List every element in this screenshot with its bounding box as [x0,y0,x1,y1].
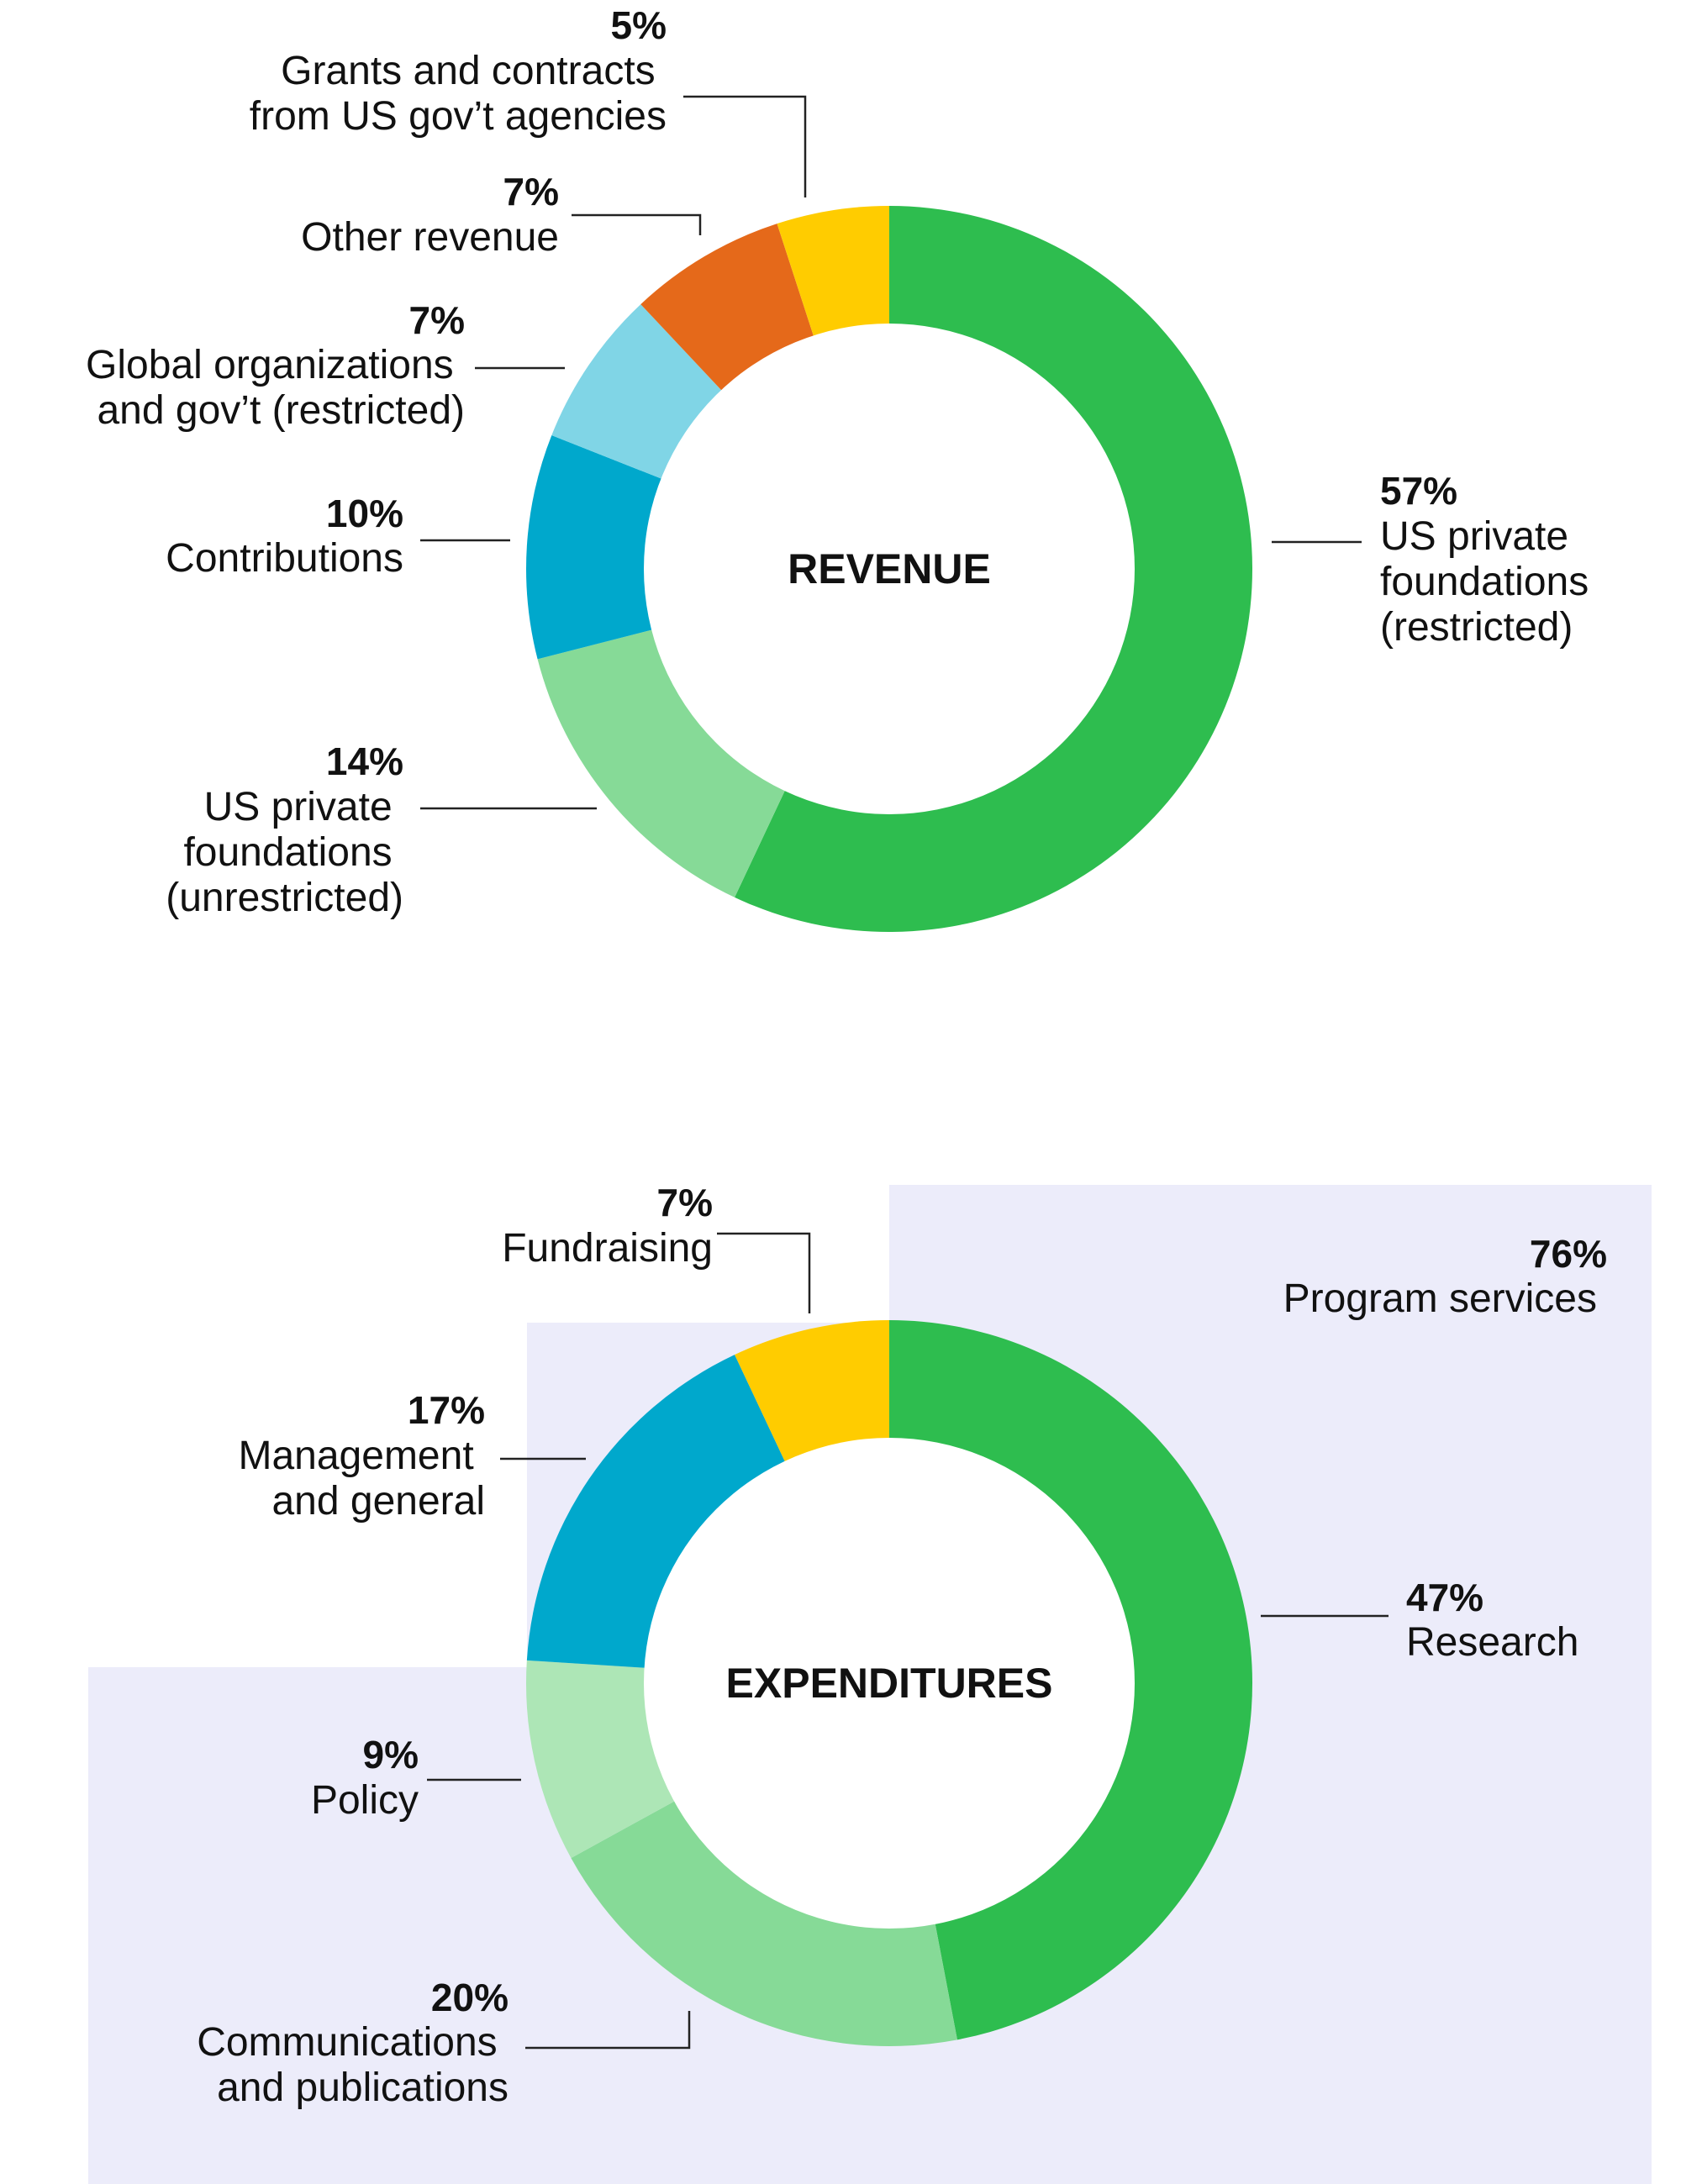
exp-slice-label-20: Communications and publications [197,2020,509,2110]
exp-slice-label-47: Research [1406,1620,1578,1665]
revenue-center-title: REVENUE [788,545,991,592]
rev-slice-label-14: US private foundations (unrestricted) [166,785,403,920]
rev-slice-pct-7-other: 7% [503,170,559,213]
rev-slice-pct-5: 5% [611,3,667,47]
exp-slice-pct-20: 20% [431,1976,509,2019]
rev-slice-pct-14: 14% [326,739,403,783]
exp-group-pct: 76% [1530,1232,1607,1276]
exp-slice-pct-47: 47% [1406,1576,1483,1619]
rev-slice-label-5-line2: from US gov’t agencies [250,94,667,139]
exp-slice-label-17-line2: and general [271,1479,485,1524]
exp-slice-label-17-line1: Management [238,1434,473,1478]
rev-slice-label-14-line1: US private [204,785,393,829]
exp-slice-label-9: Policy [311,1778,419,1823]
rev-slice-label-57: US private foundations (restricted) [1380,514,1600,650]
rev-slice-label-5-line1: Grants and contracts [281,49,656,93]
rev-slice-label-57-line3: (restricted) [1380,605,1573,650]
rev-slice-label-5: Grants and contracts from US gov’t agenc… [250,49,667,139]
rev-slice-label-7-other: Other revenue [301,215,559,260]
rev-slice-pct-7-global: 7% [409,298,465,342]
exp-slice-label-7: Fundraising [502,1226,713,1271]
leader-line-exp-7 [717,1232,811,1313]
exp-slice-pct-17: 17% [408,1388,485,1432]
exp-slice-pct-9: 9% [363,1733,419,1776]
rev-slice-label-14-line3: (unrestricted) [166,876,403,920]
revenue-donut-hole [644,324,1135,814]
rev-slice-pct-57: 57% [1380,469,1457,513]
rev-slice-pct-10: 10% [326,492,403,535]
leader-line-rev-5 [683,95,807,197]
exp-slice-label-17: Management and general [238,1434,485,1524]
rev-slice-label-10: Contributions [166,536,403,581]
rev-slice-label-57-line2: foundations [1380,560,1589,604]
rev-slice-label-57-line1: US private [1380,514,1568,559]
leader-line-exp-20 [525,2011,691,2050]
rev-slice-label-7-global: Global organizations and gov’t (restrict… [86,343,465,433]
exp-slice-pct-7: 7% [657,1181,713,1224]
rev-slice-label-7-global-line1: Global organizations [86,343,454,387]
exp-slice-label-20-line2: and publications [217,2066,509,2110]
leader-line-rev-7-other [572,213,702,235]
exp-group-label: Program services [1283,1276,1597,1321]
expenditures-donut-hole [644,1438,1135,1929]
rev-slice-label-14-line2: foundations [183,830,392,875]
exp-slice-label-20-line1: Communications [197,2020,497,2065]
expenditures-center-title: EXPENDITURES [726,1660,1053,1707]
rev-slice-label-7-global-line2: and gov’t (restricted) [97,388,465,433]
